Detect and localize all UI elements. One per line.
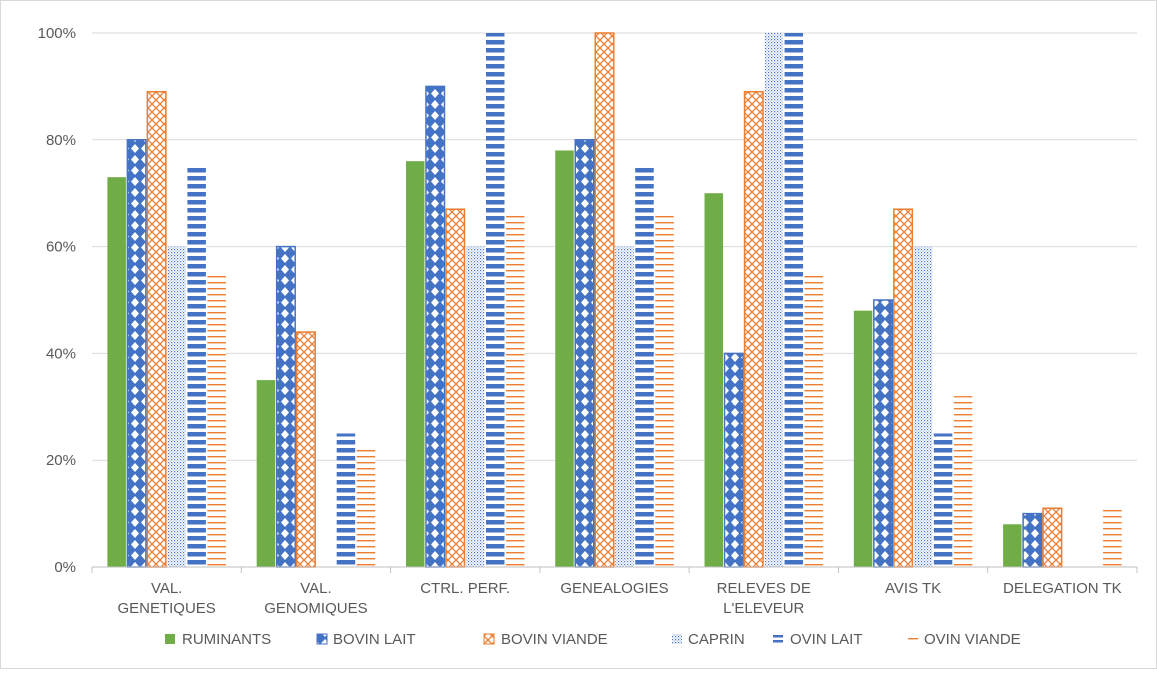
bar-bovin-lait	[723, 352, 744, 568]
x-axis-ticks: VAL. GENETIQUES VAL. GENOMIQUES CTRL. PERF. G…	[117, 580, 1121, 617]
bar-bovin-viande	[594, 32, 615, 568]
legend-swatch	[165, 634, 175, 644]
bar-bovin-lait	[425, 85, 446, 568]
bar-ruminants	[555, 150, 574, 568]
legend-label: CAPRIN	[688, 631, 745, 648]
y-tick-label: 100%	[38, 25, 76, 42]
legend-label: BOVIN LAIT	[333, 631, 416, 648]
x-tick-label: VAL. GENETIQUES	[117, 580, 215, 617]
bar-ovin-lait	[784, 33, 804, 567]
x-axis	[91, 566, 1138, 573]
bar-bovin-viande	[445, 208, 466, 568]
bar-caprin	[615, 246, 634, 567]
y-tick-label: 20%	[46, 452, 76, 469]
bar-bovin-lait	[126, 139, 147, 568]
y-tick-label: 80%	[46, 132, 76, 149]
legend-item-bovin-viande: BOVIN VIANDE	[483, 631, 608, 648]
legend-label: BOVIN VIANDE	[501, 631, 608, 648]
legend-swatch	[672, 634, 682, 644]
bar-ruminants	[405, 161, 425, 567]
bar-ovin-viande	[953, 396, 973, 567]
bar-ovin-lait	[485, 33, 505, 567]
bar-ovin-lait	[635, 166, 654, 567]
legend-swatch	[773, 635, 783, 638]
y-tick-label: 40%	[46, 345, 76, 362]
bar-ovin-lait	[933, 433, 953, 567]
legend-item-bovin-lait: BOVIN LAIT	[316, 631, 416, 648]
legend-item-ovin-lait: OVIN LAIT	[773, 631, 863, 648]
bar-ruminants	[704, 193, 724, 567]
x-tick-label: VAL. GENOMIQUES	[264, 580, 367, 617]
legend-item-caprin: CAPRIN	[672, 631, 745, 648]
bar-caprin	[913, 246, 933, 567]
legend-label: RUMINANTS	[182, 631, 271, 648]
bar-ruminants	[1003, 524, 1022, 567]
bar-bovin-viande	[1042, 507, 1063, 568]
bar-ruminants	[853, 310, 873, 567]
bar-bovin-lait	[873, 299, 894, 568]
bar-ovin-viande	[1103, 508, 1122, 567]
legend-item-ovin-viande: OVIN VIANDE	[908, 631, 1021, 648]
bar-ruminants	[256, 380, 276, 567]
bar-ovin-viande	[804, 273, 824, 567]
x-tick-label: CTRL. PERF.	[420, 580, 510, 597]
bar-ruminants	[107, 177, 126, 567]
bar-bovin-viande	[295, 331, 316, 568]
x-tick-label: RELEVES DE L'ELEVEUR	[717, 580, 811, 617]
bar-bovin-viande	[743, 90, 764, 568]
x-tick-label: GENEALOGIES	[560, 580, 668, 597]
bar-ovin-viande	[356, 449, 376, 567]
bar-ovin-lait	[187, 166, 206, 567]
bar-bovin-lait	[1022, 512, 1043, 568]
x-tick-label: AVIS TK	[885, 580, 941, 597]
bar-bovin-lait	[275, 245, 296, 568]
bar-caprin	[764, 33, 784, 567]
legend-label: OVIN LAIT	[790, 631, 863, 648]
bar-ovin-viande	[505, 214, 525, 567]
legend-label: OVIN VIANDE	[924, 631, 1021, 648]
x-tick-label: DELEGATION TK	[1003, 580, 1122, 597]
bar-caprin	[465, 246, 485, 567]
y-tick-label: 60%	[46, 239, 76, 256]
bar-ovin-lait	[336, 433, 356, 567]
legend: RUMINANTS BOVIN LAIT BOVIN VIANDE CAPRIN OVI…	[165, 631, 1021, 648]
y-axis-ticks: 0% 20% 40% 60% 80% 100%	[38, 25, 76, 576]
legend-swatch	[908, 638, 918, 640]
bar-bovin-viande	[893, 208, 914, 568]
legend-swatch	[316, 633, 328, 645]
bar-bovin-viande	[146, 90, 167, 568]
y-tick-label: 0%	[54, 559, 76, 576]
bar-ovin-viande	[655, 214, 674, 567]
legend-item-ruminants: RUMINANTS	[165, 631, 271, 648]
legend-swatch	[483, 633, 495, 645]
bar-bovin-lait	[574, 139, 595, 568]
bar-caprin	[167, 246, 186, 567]
bars	[107, 32, 1122, 568]
bar-ovin-viande	[207, 273, 226, 567]
